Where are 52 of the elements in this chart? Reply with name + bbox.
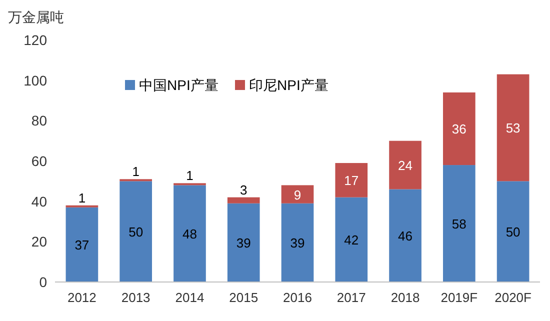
y-tick-label: 0: [39, 274, 48, 290]
y-axis-title: 万金属吨: [8, 9, 64, 25]
y-tick-label: 80: [31, 112, 48, 129]
bar: [496, 74, 530, 182]
data-label: 53: [506, 120, 520, 136]
x-tick-label: 2018: [390, 290, 420, 305]
bar: [335, 197, 368, 282]
bar: [66, 207, 98, 282]
y-tick-label: 40: [31, 193, 48, 210]
data-label: 50: [128, 224, 144, 240]
bar: [227, 203, 260, 282]
x-tick-label: 2014: [175, 290, 204, 305]
data-label: 9: [294, 187, 302, 202]
data-label: 46: [398, 228, 413, 244]
data-label: 50: [506, 224, 520, 240]
data-label: 58: [452, 216, 466, 232]
data-label: 17: [344, 173, 359, 188]
x-tick-label: 2019F: [440, 290, 478, 305]
bar: [389, 189, 422, 282]
data-label: 39: [236, 236, 251, 251]
x-tick-label: 2012: [67, 290, 96, 305]
y-tick-label: 100: [24, 72, 48, 88]
y-tick-label: 20: [31, 234, 48, 250]
x-tick-label: 2017: [336, 290, 366, 305]
y-tick-label: 60: [31, 153, 48, 169]
bar: [120, 181, 152, 282]
data-label: 48: [182, 226, 197, 242]
legend-label: 印尼NPI产量: [249, 77, 328, 93]
bar: [443, 92, 476, 166]
bar: [227, 197, 260, 204]
data-label: 1: [78, 190, 86, 206]
bar: [174, 185, 206, 282]
x-tick-label: 2020F: [494, 290, 532, 305]
data-label: 36: [452, 122, 466, 137]
y-tick-label: 120: [24, 32, 48, 48]
data-label: 3: [240, 182, 248, 198]
x-tick-label: 2013: [121, 290, 150, 305]
data-label: 39: [290, 236, 305, 251]
bar: [443, 165, 476, 282]
bar: [389, 140, 422, 190]
x-tick-label: 2016: [283, 290, 312, 305]
data-label: 1: [186, 168, 194, 184]
data-label: 37: [74, 238, 90, 253]
data-label: 24: [398, 158, 413, 174]
bar: [281, 203, 314, 282]
legend-label: 中国NPI产量: [139, 77, 218, 93]
x-tick-label: 2015: [229, 290, 258, 305]
bar: [496, 181, 530, 282]
bar: [335, 163, 368, 198]
data-label: 42: [344, 232, 359, 248]
bar: [281, 185, 314, 204]
data-label: 1: [132, 164, 140, 180]
